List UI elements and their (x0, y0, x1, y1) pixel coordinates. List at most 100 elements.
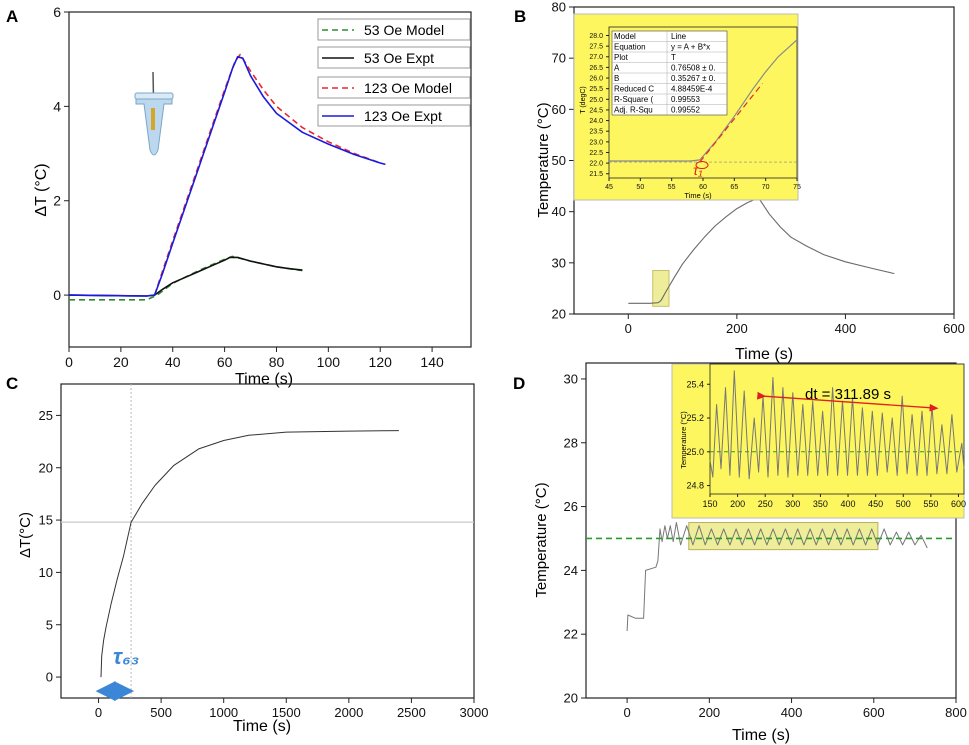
y-tick-label: 22.0 (589, 161, 603, 168)
table-cell-key: R-Square ( (614, 95, 653, 104)
legend-item: 53 Oe Model (317, 18, 471, 41)
table-cell-key: Equation (614, 43, 646, 52)
x-tick-label: 75 (793, 184, 801, 191)
y-tick-label: 0 (46, 670, 53, 685)
x-tick-label: 1500 (272, 705, 301, 720)
y-tick-label: 15 (39, 513, 53, 528)
y-tick-label: 4 (53, 98, 61, 114)
y-tick-label: 21.5 (589, 171, 603, 178)
panel-d-letter: D (513, 374, 525, 393)
dt-arrow (756, 391, 939, 412)
y-tick-label: 25 (39, 408, 53, 423)
y-tick-label: 50 (552, 153, 566, 168)
y-tick-label: 2 (53, 193, 61, 209)
fit-results-table: Model Line Equation y = A + B*x Plot T A 0.7650… (611, 30, 728, 116)
y-tick-label: 24.5 (589, 107, 603, 114)
series-line (609, 39, 798, 162)
x-tick-label: 400 (835, 321, 857, 336)
x-tick-label: 1000 (209, 705, 238, 720)
panel-b-xlabel: Time (s) (735, 346, 793, 363)
x-tick-label: 100 (317, 354, 341, 370)
x-tick-label: 60 (699, 184, 707, 191)
x-tick-label: 350 (813, 499, 828, 509)
table-cell-key: A (614, 64, 620, 73)
x-tick-label: 20 (113, 354, 129, 370)
x-tick-label: 600 (863, 705, 885, 720)
tau1-label: τ₁ (693, 162, 703, 178)
inset-ylabel: Temperature (°C) (679, 411, 688, 469)
y-tick-label: 60 (552, 102, 566, 117)
y-tick-label: 26.0 (589, 75, 603, 82)
legend-label: 53 Oe Expt (364, 50, 434, 66)
tau63-label: τ₆₃ (113, 644, 139, 669)
panel-b-ylabel: Temperature (°C) (535, 102, 552, 217)
inset-background (671, 363, 965, 519)
x-tick-label: 120 (369, 354, 393, 370)
x-tick-label: 450 (868, 499, 883, 509)
x-tick-label: 40 (165, 354, 181, 370)
panel-c-letter: C (6, 374, 18, 393)
y-tick-label: 28.0 (589, 33, 603, 40)
x-tick-label: 400 (841, 499, 856, 509)
x-tick-label: 0 (65, 354, 73, 370)
y-tick-label: 25.5 (589, 86, 603, 93)
series-line (699, 83, 763, 163)
y-tick-label: 20 (552, 307, 566, 322)
legend-label: 123 Oe Model (364, 80, 452, 96)
y-tick-label: 30 (564, 372, 578, 387)
y-tick-label: 70 (552, 51, 566, 66)
y-tick-label: 30 (552, 255, 566, 270)
x-tick-label: 500 (896, 499, 911, 509)
x-tick-label: 60 (217, 354, 233, 370)
table-cell-value: 0.99552 (671, 106, 700, 115)
table-cell-value: T (671, 53, 676, 62)
y-tick-label: 25.4 (686, 379, 704, 389)
inset-ylabel: T (degC) (580, 86, 587, 114)
tau1-marker (695, 161, 709, 170)
x-tick-label: 140 (420, 354, 444, 370)
panel-c: C 0 500 1000 1500 2000 2500 3000 0 5 10 15 20 25 Tim… (6, 374, 488, 735)
panel-d-ylabel: Temperature (°C) (533, 482, 550, 597)
series-line (68, 256, 303, 297)
y-tick-label: 20 (39, 460, 53, 475)
x-tick-label: 70 (762, 184, 770, 191)
y-tick-label: 22 (564, 627, 578, 642)
legend-item: 123 Oe Expt (317, 104, 471, 127)
panel-a-xlabel: Time (s) (235, 371, 293, 388)
y-tick-label: 23.5 (589, 129, 603, 136)
x-tick-label: 200 (698, 705, 720, 720)
axis-frame (709, 363, 965, 495)
dt-annotation: dt = 311.89 s (805, 386, 891, 403)
y-tick-label: 5 (46, 617, 53, 632)
y-tick-label: 80 (552, 0, 566, 15)
x-tick-label: 300 (785, 499, 800, 509)
x-tick-label: 2000 (334, 705, 363, 720)
y-tick-label: 24.8 (686, 481, 704, 491)
series-line (709, 370, 965, 480)
table-cell-value: Line (671, 32, 687, 41)
y-tick-label: 25.0 (686, 447, 704, 457)
y-tick-label: 23.0 (589, 139, 603, 146)
panel-c-ylabel: ΔT(°C) (17, 512, 34, 558)
x-tick-label: 600 (951, 499, 966, 509)
legend-item: 123 Oe Model (317, 76, 471, 99)
panel-a-legend: 53 Oe Model 53 Oe Expt 123 Oe Model 123 … (317, 18, 471, 127)
x-tick-label: 150 (702, 499, 717, 509)
y-tick-label: 10 (39, 565, 53, 580)
axis-frame (585, 362, 957, 699)
zoom-highlight (688, 522, 879, 551)
table-cell-key: B (614, 74, 619, 83)
sample-tube-icon (134, 71, 174, 156)
x-tick-label: 400 (781, 705, 803, 720)
y-tick-label: 27.0 (589, 54, 603, 61)
table-cell-key: Model (614, 32, 636, 41)
y-tick-label: 26 (564, 499, 578, 514)
x-tick-label: 0 (95, 705, 102, 720)
x-tick-label: 600 (943, 321, 965, 336)
x-tick-label: 65 (730, 184, 738, 191)
panel-b-inset: 45 50 55 60 65 70 75 21.5 22.0 22.5 23.0 23.5 24.0 24… (573, 13, 801, 201)
y-tick-label: 0 (53, 287, 61, 303)
x-tick-label: 0 (625, 321, 632, 336)
x-tick-label: 800 (945, 705, 967, 720)
